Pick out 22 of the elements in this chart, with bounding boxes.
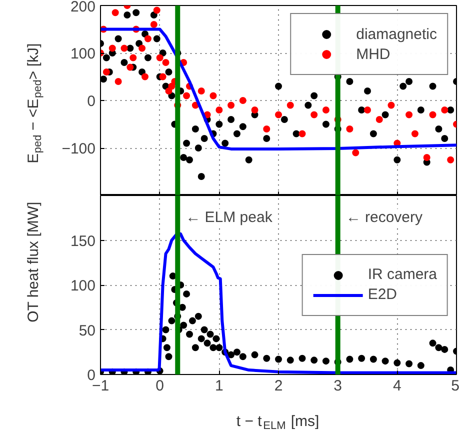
x-tick-label: 1 (214, 378, 224, 394)
y-tick-label: 100 (70, 278, 96, 294)
legend-label: IR camera (368, 266, 437, 283)
x-tick-label: 3 (334, 378, 342, 394)
x-tick-label: 5 (451, 378, 459, 394)
x-tick-label: 4 (392, 378, 402, 394)
y-tick-label: 100 (70, 46, 96, 62)
y-axis-title: Eped − <Eped> [kJ] (25, 43, 44, 164)
y-tick-label: 200 (70, 0, 96, 16)
y-axis-title: OT heat flux [MW] (25, 202, 42, 322)
y-tick-label: 0 (87, 367, 96, 384)
annotation: ← recovery (346, 208, 424, 226)
x-tick-label: 2 (274, 378, 283, 394)
legend-label: E2D (368, 286, 397, 303)
y-tick-label: −100 (62, 140, 96, 158)
y-tick-label: 50 (78, 322, 96, 340)
legend-label: MHD (356, 46, 390, 62)
annotation: ← ELM peak (186, 208, 273, 226)
y-tick-label: 0 (87, 93, 96, 110)
y-tick-label: 150 (70, 232, 96, 250)
x-tick-label: 0 (156, 378, 164, 394)
legend-label: diamagnetic (356, 26, 437, 42)
